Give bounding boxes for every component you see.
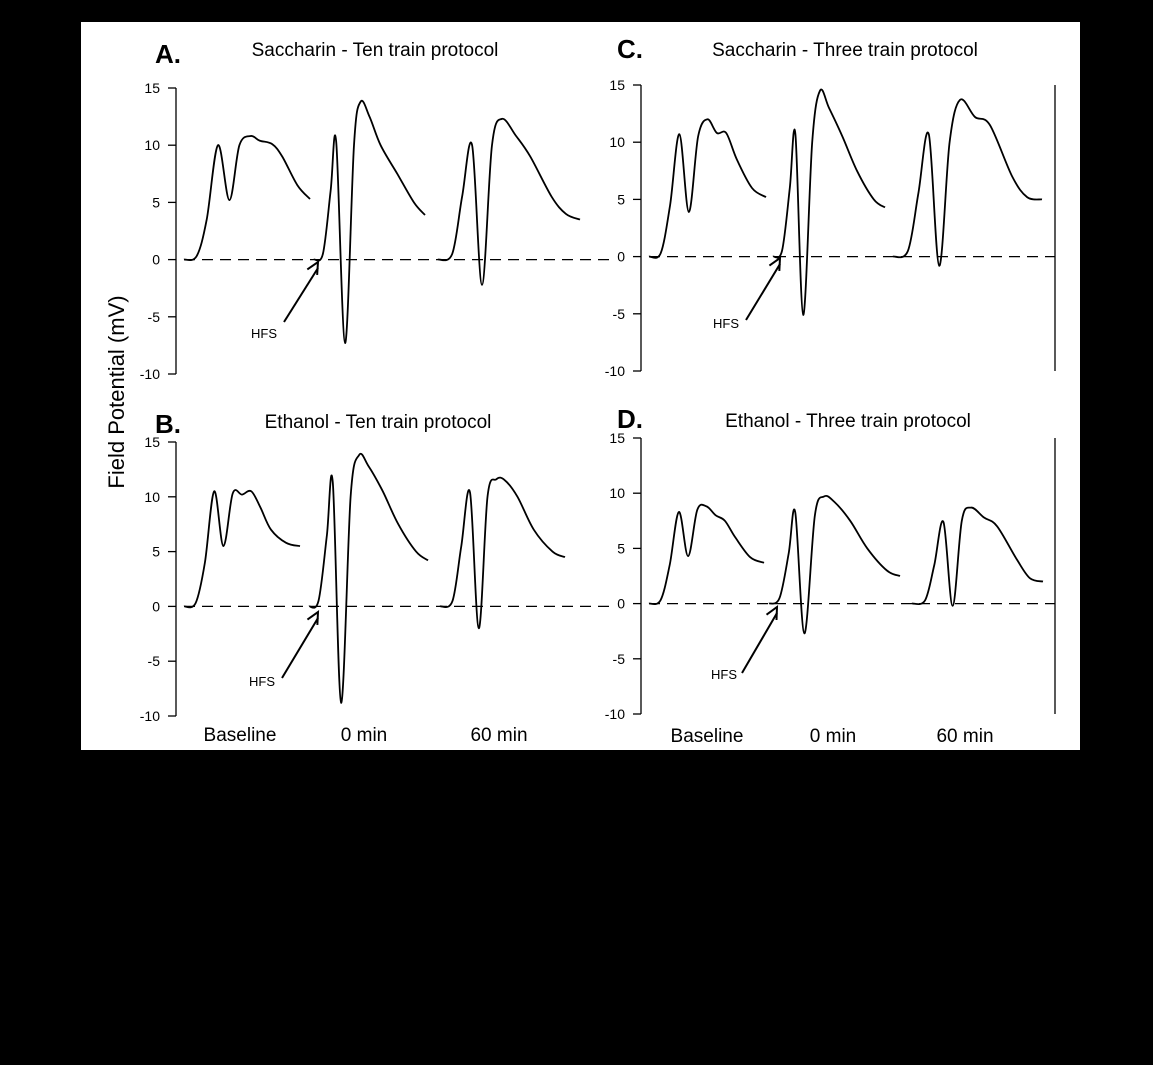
y-tick-label: -10 (605, 706, 625, 722)
y-tick-label: -5 (148, 653, 161, 669)
y-tick-label: 10 (144, 489, 160, 505)
panel-letter: B. (155, 409, 181, 439)
y-tick-label: -5 (148, 309, 161, 325)
condition-label: Baseline (671, 726, 744, 747)
y-tick-label: -10 (140, 708, 160, 724)
hfs-label: HFS (249, 674, 275, 689)
y-tick-label: 5 (617, 191, 625, 207)
y-tick-label: -5 (613, 651, 626, 667)
y-tick-label: -10 (140, 366, 160, 382)
y-tick-label: 10 (609, 134, 625, 150)
condition-label: 60 min (936, 726, 993, 747)
y-tick-label: -5 (613, 306, 626, 322)
condition-label: 0 min (810, 726, 856, 747)
panel-title: Ethanol - Ten train protocol (265, 412, 492, 433)
y-tick-label: 0 (617, 249, 625, 265)
panel-letter: C. (617, 34, 643, 64)
panel-title: Saccharin - Ten train protocol (252, 40, 499, 61)
y-tick-label: 10 (609, 485, 625, 501)
y-tick-label: 5 (152, 194, 160, 210)
y-tick-label: -10 (605, 363, 625, 379)
panel-area (81, 22, 1080, 750)
condition-label: 60 min (470, 725, 527, 746)
hfs-label: HFS (251, 326, 277, 341)
y-tick-label: 5 (617, 540, 625, 556)
y-tick-label: 0 (152, 252, 160, 268)
y-tick-label: 0 (152, 598, 160, 614)
panel-title: Saccharin - Three train protocol (712, 40, 978, 61)
hfs-label: HFS (713, 316, 739, 331)
y-tick-label: 10 (144, 137, 160, 153)
panel-letter: A. (155, 39, 181, 69)
condition-label: Baseline (204, 725, 277, 746)
y-axis-label: Field Potential (mV) (104, 295, 129, 488)
hfs-label: HFS (711, 667, 737, 682)
panel-title: Ethanol - Three train protocol (725, 411, 971, 432)
panel-letter: D. (617, 404, 643, 434)
y-tick-label: 15 (609, 77, 625, 93)
y-tick-label: 5 (152, 544, 160, 560)
y-tick-label: 0 (617, 596, 625, 612)
y-tick-label: 15 (144, 80, 160, 96)
condition-label: 0 min (341, 725, 387, 746)
